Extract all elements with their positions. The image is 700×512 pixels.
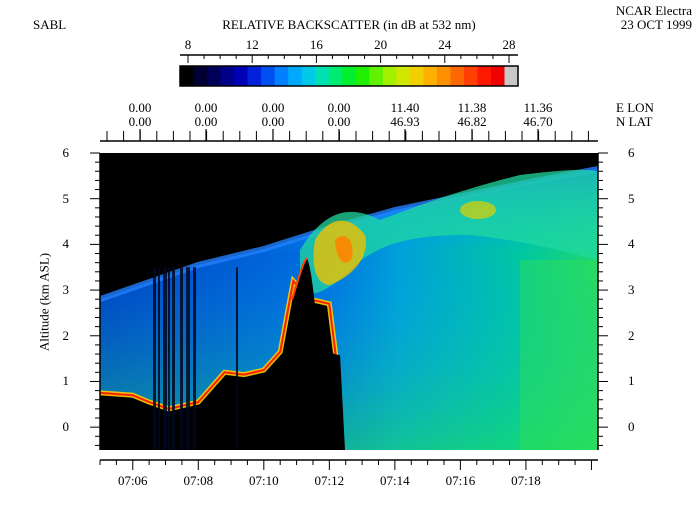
y-tick-label-right: 3 [628,282,635,298]
boundary-layer [520,260,598,450]
aerosol-patch [460,201,496,219]
y-tick-label-right: 0 [628,419,635,435]
top-axis-lon-value: 0.00 [327,100,351,115]
colorbar-swatch [315,66,330,86]
colorbar-swatch [220,66,235,86]
signal-dropout [186,267,190,450]
colorbar-frame [179,65,519,87]
y-tick-label-right: 5 [628,190,635,206]
terrain-peak [292,258,345,450]
colorbar-title: RELATIVE BACKSCATTER (in dB at 532 nm) [222,17,476,32]
y-tick-label-left: 1 [62,373,70,389]
y-tick-label-right: 6 [628,145,635,160]
signal-dropout [236,267,238,450]
top-axis-lon-value: 0.00 [194,100,218,115]
colorbar-swatch [288,66,303,86]
colorbar-swatch [193,66,208,86]
colorbar-swatch [234,66,249,86]
top-axis-lon-value: 0.00 [128,100,152,115]
colorbar-swatch [369,66,384,86]
colorbar-swatch [490,66,506,86]
aerosol-layer [300,169,598,294]
top-axis-lat-value: 0.00 [327,114,351,129]
signal-dropout [193,267,196,450]
header-aircraft: NCAR Electra [615,3,692,18]
y-tick-label-left: 2 [62,327,70,343]
signal-dropout [163,267,167,450]
x-tick-label: 07:18 [511,473,541,488]
colorbar-swatch [423,66,438,86]
colorbar-swatch [180,66,195,86]
colorbar-swatch [504,66,519,86]
signal-dropout [153,267,156,450]
colorbar-swatch [261,66,276,86]
plot-area [99,153,599,450]
header-left-label: SABL [33,17,67,32]
y-tick-label-left: 5 [62,190,70,206]
top-axis-lat-value: 46.70 [523,114,553,129]
colorbar-swatch [477,66,492,86]
top-axis-lat-value: 46.82 [457,114,487,129]
y-tick-label-left: 3 [62,282,70,298]
top-axis-lon-value: 11.38 [457,100,487,115]
colorbar [179,54,519,87]
colorbar-swatch [247,66,262,86]
colorbar-swatch [207,66,222,86]
axes [90,129,608,470]
y-tick-label-right: 1 [628,373,635,389]
colorbar-tick-label: 24 [438,37,452,52]
top-axis-lat-label: N LAT [616,114,653,129]
terrain-peak-edge [291,257,308,301]
top-axis-lat-value: 0.00 [194,114,218,129]
x-tick-label: 07:08 [183,473,214,488]
y-tick-label-right: 2 [628,327,635,343]
y-tick-label-left: 6 [62,145,70,160]
colorbar-swatch [355,66,370,86]
top-axis-lon-value: 11.40 [390,100,420,115]
x-tick-label: 07:16 [445,473,476,488]
signal-dropout [168,267,170,450]
x-tick-label: 07:10 [249,473,279,488]
y-tick-label-left: 0 [62,419,70,435]
y-tick-label-left: 4 [62,236,70,252]
y-tick-label-right: 4 [628,236,635,252]
colorbar-tick-label: 28 [502,37,516,52]
top-axis-lon-label: E LON [616,100,654,115]
colorbar-tick-label: 8 [184,37,192,52]
top-axis-lon-value: 0.00 [261,100,285,115]
signal-dropout [158,267,160,450]
x-tick-label: 07:14 [380,473,410,488]
colorbar-swatch [396,66,411,86]
colorbar-swatch [463,66,479,86]
colorbar-tick-label: 16 [309,37,323,52]
top-axis-lat-value: 0.00 [128,114,152,129]
x-tick-label: 07:12 [314,473,345,488]
aerosol-peak [335,236,353,263]
colorbar-swatch [274,66,289,86]
colorbar-swatch [342,66,357,86]
x-tick-label: 07:06 [117,473,148,488]
colorbar-swatch [301,66,316,86]
signal-dropout [172,267,175,450]
colorbar-swatch [436,66,451,86]
colorbar-swatch [450,66,465,86]
colorbar-swatch [328,66,343,86]
top-axis-lat-value: 46.93 [390,114,420,129]
colorbar-swatch [409,66,424,86]
signal-dropout [180,267,183,450]
header-date: 23 OCT 1999 [620,17,692,32]
colorbar-tick-label: 12 [245,37,259,52]
top-axis-lon-value: 11.36 [523,100,553,115]
colorbar-tick-label: 20 [374,37,388,52]
colorbar-swatch [382,66,397,86]
top-axis-lat-value: 0.00 [261,114,285,129]
